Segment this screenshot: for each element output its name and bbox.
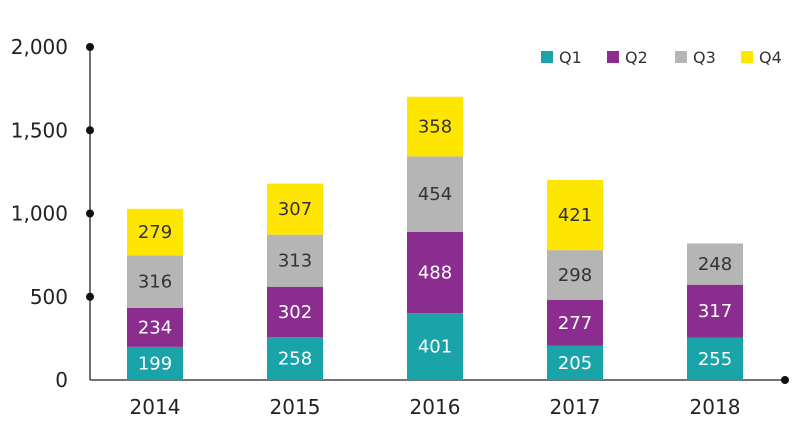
legend-swatch-q1 [541,51,553,63]
bar-segment-q3-2014 [127,255,183,308]
legend-label: Q4 [759,48,782,67]
bar-segment-q1-2017 [547,345,603,380]
bar-area: 199 234 316 279 258 302 313 307 401 488 454 358 205 2… [127,96,743,380]
bar-segment-q3-2018 [687,243,743,285]
bar-segment-q2-2014 [127,307,183,347]
legend-label: Q3 [693,48,716,67]
y-tick-label: 1,500 [11,118,68,142]
legend-label: Q2 [625,48,648,67]
x-axis-end-dot [781,376,789,384]
bar-segment-q2-2018 [687,284,743,338]
data-label: 317 [698,301,732,322]
x-tick-label: 2015 [270,395,321,419]
data-label: 205 [558,353,592,374]
data-label: 421 [558,205,592,226]
x-tick-label: 2018 [690,395,741,419]
legend-label: Q1 [559,48,582,67]
y-tick-dot [86,292,94,301]
data-label: 248 [698,254,732,275]
legend-swatch-q4 [741,51,753,63]
data-label: 199 [138,353,172,374]
x-axis: 2014 2015 2016 2017 2018 [90,376,789,419]
y-tick-label: 0 [55,368,68,392]
data-label: 279 [138,222,172,243]
data-label: 488 [418,263,452,284]
y-tick-label: 500 [30,285,68,309]
bar-segment-q1-2014 [127,346,183,380]
bar-segment-q3-2015 [267,234,323,287]
bar-segment-q2-2017 [547,299,603,346]
x-tick-label: 2017 [550,395,601,419]
bar-segment-q4-2016 [407,96,463,157]
bar-segment-q4-2017 [547,180,603,251]
bar-segment-q3-2016 [407,156,463,232]
data-label: 401 [418,337,452,358]
data-label: 298 [558,265,592,286]
data-label: 234 [138,317,172,338]
data-label: 307 [278,199,312,220]
bar-segment-q1-2016 [407,313,463,380]
y-tick-label: 1,000 [11,202,68,226]
legend: Q1 Q2 Q3 Q4 [541,48,782,67]
data-label: 358 [418,117,452,138]
y-tick-dot [86,209,94,218]
y-tick-dot [86,126,94,135]
bar-segment-q4-2014 [127,208,183,256]
y-tick-label: 2,000 [11,35,68,59]
data-label: 277 [558,313,592,334]
data-label: 454 [418,184,452,205]
data-label: 255 [698,349,732,370]
legend-swatch-q2 [607,51,619,63]
legend-swatch-q3 [675,51,687,63]
bar-segment-q3-2017 [547,250,603,300]
data-label: 302 [278,302,312,323]
data-label: 258 [278,349,312,370]
bar-segment-q2-2015 [267,286,323,338]
x-tick-label: 2014 [130,395,181,419]
bar-segment-q2-2016 [407,231,463,314]
data-label: 313 [278,251,312,272]
bar-segment-q1-2018 [687,337,743,380]
y-axis: 0 500 1,000 1,500 2,000 [11,35,94,392]
data-label: 316 [138,272,172,293]
y-tick-dot [86,43,94,51]
bar-segment-q4-2015 [267,183,323,235]
bar-segment-q1-2015 [267,337,323,380]
x-tick-label: 2016 [410,395,461,419]
